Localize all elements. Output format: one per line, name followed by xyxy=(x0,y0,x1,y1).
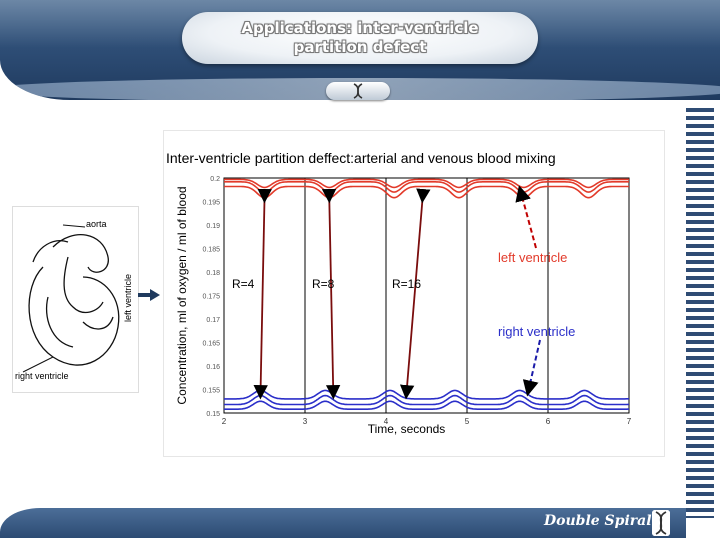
y-axis-label: Concentration, ml of oxygen / ml of bloo… xyxy=(175,186,189,404)
right-ventricle-line-r4 xyxy=(224,389,630,400)
left-ventricle-line-r16 xyxy=(224,178,629,189)
y-tick-label: 0.17 xyxy=(206,317,220,324)
right-ventricle-annotation: right ventricle xyxy=(498,324,575,339)
y-tick-label: 0.16 xyxy=(206,364,220,371)
y-tick-label: 0.18 xyxy=(206,270,220,277)
x-tick-label: 4 xyxy=(384,417,389,426)
dna-icon xyxy=(353,83,363,99)
label-r16: R=16 xyxy=(392,277,421,291)
footer-brand: Double Spiral xyxy=(544,513,652,529)
y-tick-label: 0.185 xyxy=(202,247,220,254)
label-r4: R=4 xyxy=(232,277,255,291)
right-ventricle-callout xyxy=(522,339,541,397)
arrow-r4 xyxy=(253,188,272,400)
heart-diagram: aorta left ventricle right ventricle xyxy=(12,206,139,393)
left-ventricle-line-r8 xyxy=(224,181,629,193)
right-ventricle-line-r16 xyxy=(224,400,629,410)
label-aorta: aorta xyxy=(86,219,107,229)
heart-sketch: aorta left ventricle right ventricle xyxy=(15,219,133,381)
arrow-r16 xyxy=(399,188,431,400)
y-tick-label: 0.19 xyxy=(206,223,220,230)
logo-badge xyxy=(326,82,390,100)
label-r8: R=8 xyxy=(312,277,335,291)
slide-title-line-1: Applications: inter-ventricle xyxy=(241,19,479,37)
left-ventricle-callout xyxy=(515,185,537,249)
y-tick-label: 0.195 xyxy=(202,200,220,207)
x-tick-label: 6 xyxy=(546,417,551,426)
y-tick-label: 0.155 xyxy=(202,388,220,395)
y-tick-label: 0.165 xyxy=(202,341,220,348)
arrow-r8 xyxy=(321,188,341,400)
left-ventricle-annotation: left ventricle xyxy=(498,250,567,265)
right-ventricle-line-r8 xyxy=(224,394,629,406)
x-tick-label: 7 xyxy=(627,417,632,426)
plot-frame xyxy=(223,177,630,414)
y-tick-label: 0.175 xyxy=(202,294,220,301)
x-axis-label: Time, seconds xyxy=(368,422,446,436)
dna-logo-icon xyxy=(652,510,670,536)
chart-title: Inter-ventricle partition deffect:arteri… xyxy=(166,150,556,166)
x-tick-label: 5 xyxy=(465,417,470,426)
side-stripes xyxy=(686,108,714,518)
slide-title: Applications: inter-ventricle partition … xyxy=(182,12,538,64)
footer-band xyxy=(0,508,686,538)
arrow-right-icon xyxy=(138,289,160,301)
x-tick-label: 2 xyxy=(222,417,227,426)
label-right-ventricle: right ventricle xyxy=(15,371,69,381)
label-left-ventricle: left ventricle xyxy=(123,274,133,322)
y-tick-label: 0.15 xyxy=(206,411,220,418)
left-ventricle-line-r4 xyxy=(224,185,629,199)
y-tick-label: 0.2 xyxy=(210,176,220,183)
slide-title-line-2: partition defect xyxy=(293,38,427,56)
x-tick-label: 3 xyxy=(303,417,308,426)
